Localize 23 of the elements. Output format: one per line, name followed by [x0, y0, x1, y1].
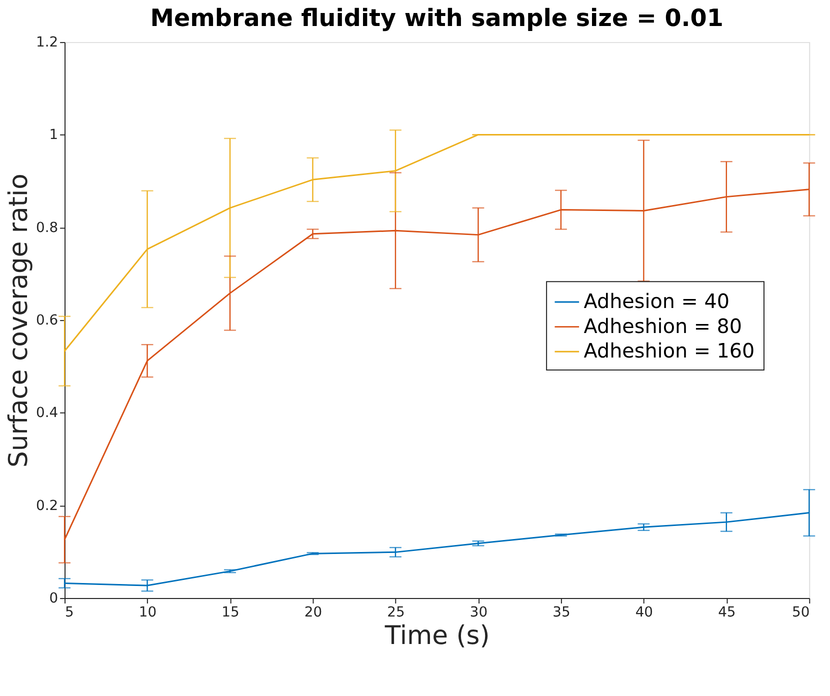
legend-label: Adheshion = 160	[584, 340, 755, 363]
x-tick-label: 30	[470, 604, 488, 620]
x-tick-label: 10	[138, 604, 157, 620]
legend-label: Adheshion = 80	[584, 314, 742, 338]
x-tick-label: 25	[387, 604, 405, 620]
x-tick-label: 5	[65, 604, 74, 620]
y-tick-label: 1.2	[36, 34, 58, 51]
x-tick-label: 40	[635, 604, 654, 620]
x-tick-label: 50	[792, 604, 810, 620]
x-tick-label: 35	[552, 604, 570, 620]
y-tick-label: 0.6	[36, 312, 58, 329]
x-tick-label: 20	[304, 604, 322, 620]
y-tick-label: 0.4	[36, 405, 58, 422]
x-axis-title: Time (s)	[384, 621, 490, 652]
y-tick-label: 0	[49, 590, 58, 607]
chart-title: Membrane fluidity with sample size = 0.01	[150, 4, 724, 32]
y-tick-label: 0.8	[36, 220, 58, 236]
y-axis-title: Surface coverage ratio	[4, 174, 34, 468]
x-tick-label: 15	[222, 604, 240, 620]
x-tick-label: 45	[718, 604, 736, 620]
legend-label: Adhesion = 40	[584, 290, 730, 313]
y-tick-label: 0.2	[36, 498, 58, 514]
y-tick-label: 1	[49, 127, 58, 144]
